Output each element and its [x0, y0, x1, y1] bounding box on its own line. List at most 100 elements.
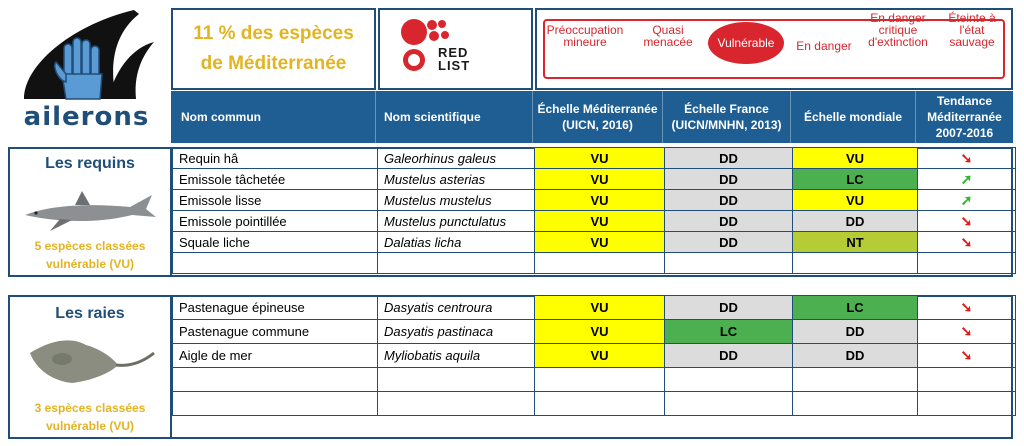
scale-item-lc: Préoccupation mineure	[546, 23, 624, 49]
redlist-text: RED LIST	[438, 46, 470, 72]
table-row: Requin hâ Galeorhinus galeus VU DD VU ➘	[172, 147, 1016, 169]
status-med: VU	[534, 295, 665, 320]
rays-divider	[170, 297, 172, 437]
status-world: LC	[792, 168, 918, 190]
status-fr: DD	[664, 210, 793, 232]
empty-cell	[172, 367, 378, 392]
empty-cell	[534, 252, 665, 274]
empty-cell	[792, 252, 918, 274]
redlist-line-2: LIST	[438, 58, 471, 73]
trend-cell: ➚	[917, 189, 1016, 211]
trend-up-icon: ➚	[960, 191, 973, 208]
common-name: Emissole tâchetée	[172, 168, 378, 190]
col-scientific: Nom scientifique	[376, 91, 533, 143]
empty-cell	[172, 252, 378, 274]
status-med: VU	[534, 231, 665, 253]
status-fr: DD	[664, 147, 793, 169]
status-fr: DD	[664, 343, 793, 368]
table-row: Emissole pointillée Mustelus punctulatus V…	[172, 210, 1016, 232]
table-row: Emissole lisse Mustelus mustelus VU DD VU ➚	[172, 189, 1016, 211]
status-world: LC	[792, 295, 918, 320]
empty-row	[172, 391, 1016, 416]
trend-cell: ➘	[917, 147, 1016, 169]
empty-row	[172, 367, 1016, 392]
status-med: VU	[534, 319, 665, 344]
status-world: VU	[792, 189, 918, 211]
status-world: DD	[792, 343, 918, 368]
col-common: Nom commun	[171, 91, 376, 143]
status-med: VU	[534, 147, 665, 169]
empty-cell	[917, 391, 1016, 416]
redlist-icon	[401, 19, 449, 71]
common-name: Requin hâ	[172, 147, 378, 169]
empty-cell	[792, 391, 918, 416]
sharks-table: Requin hâ Galeorhinus galeus VU DD VU ➘ Emisso…	[172, 147, 1016, 274]
empty-cell	[917, 367, 1016, 392]
trend-cell: ➘	[917, 231, 1016, 253]
common-name: Emissole lisse	[172, 189, 378, 211]
empty-cell	[792, 367, 918, 392]
trend-down-icon: ➘	[960, 233, 973, 250]
trend-up-icon: ➚	[960, 170, 973, 187]
sharks-title: Les requins	[45, 155, 135, 172]
scientific-name: Mustelus punctulatus	[377, 210, 535, 232]
rays-title: Les raies	[55, 305, 125, 322]
empty-cell	[377, 391, 535, 416]
scientific-name: Myliobatis aquila	[377, 343, 535, 368]
trend-cell: ➘	[917, 319, 1016, 344]
sharks-divider	[170, 149, 172, 275]
scale-item-nt: Quasi menacée	[643, 23, 693, 49]
status-world: DD	[792, 210, 918, 232]
status-fr: DD	[664, 231, 793, 253]
trend-cell: ➚	[917, 168, 1016, 190]
empty-cell	[377, 252, 535, 274]
shark-icon	[25, 191, 156, 231]
common-name: Emissole pointillée	[172, 210, 378, 232]
rays-note-2: vulnérable (VU)	[45, 419, 135, 433]
scientific-name: Dasyatis pastinaca	[377, 319, 535, 344]
table-row: Pastenague épineuse Dasyatis centroura VU D…	[172, 295, 1016, 320]
col-fr: Échelle France (UICN/MNHN, 2013)	[663, 91, 791, 143]
sharks-note-2: vulnérable (VU)	[45, 257, 135, 271]
status-fr: LC	[664, 319, 793, 344]
status-scale: Préoccupation mineure Quasi menacée Vuln…	[535, 8, 1013, 90]
empty-cell	[917, 252, 1016, 274]
empty-cell	[664, 367, 793, 392]
logo-text: ailerons	[23, 102, 150, 132]
summary-title: 11 % des espèces de Méditerranée	[171, 8, 376, 90]
table-row: Aigle de mer Myliobatis aquila VU DD DD ➘	[172, 343, 1016, 368]
empty-cell	[172, 391, 378, 416]
sharks-note-1: 5 espèces classées	[34, 239, 146, 253]
table-row: Squale liche Dalatias licha VU DD NT ➘	[172, 231, 1016, 253]
col-med: Échelle Méditerranée (UICN, 2016)	[533, 91, 663, 143]
title-line-2: de Méditerranée	[200, 53, 347, 74]
trend-cell: ➘	[917, 343, 1016, 368]
rays-note-1: 3 espèces classées	[34, 401, 146, 415]
status-med: VU	[534, 210, 665, 232]
common-name: Aigle de mer	[172, 343, 378, 368]
empty-cell	[664, 391, 793, 416]
trend-down-icon: ➘	[960, 149, 973, 166]
hand-fin-icon	[24, 10, 154, 100]
status-world: DD	[792, 319, 918, 344]
trend-down-icon: ➘	[960, 299, 973, 315]
sharks-note: 5 espèces classées vulnérable (VU)	[10, 237, 170, 273]
status-med: VU	[534, 168, 665, 190]
common-name: Pastenague épineuse	[172, 295, 378, 320]
common-name: Pastenague commune	[172, 319, 378, 344]
status-med: VU	[534, 343, 665, 368]
rays-note: 3 espèces classées vulnérable (VU)	[10, 399, 170, 435]
col-world: Échelle mondiale	[791, 91, 916, 143]
scale-item-vu: Vulnérable	[708, 22, 784, 64]
scientific-name: Galeorhinus galeus	[377, 147, 535, 169]
empty-cell	[664, 252, 793, 274]
ailerons-logo: ailerons	[4, 4, 169, 144]
rays-table: Pastenague épineuse Dasyatis centroura VU D…	[172, 295, 1016, 416]
empty-cell	[377, 367, 535, 392]
scientific-name: Mustelus mustelus	[377, 189, 535, 211]
empty-cell	[534, 391, 665, 416]
scientific-name: Dasyatis centroura	[377, 295, 535, 320]
title-line-1: 11 % des espèces	[193, 23, 354, 44]
scale-item-en: En danger	[796, 39, 852, 53]
scientific-name: Mustelus asterias	[377, 168, 535, 190]
